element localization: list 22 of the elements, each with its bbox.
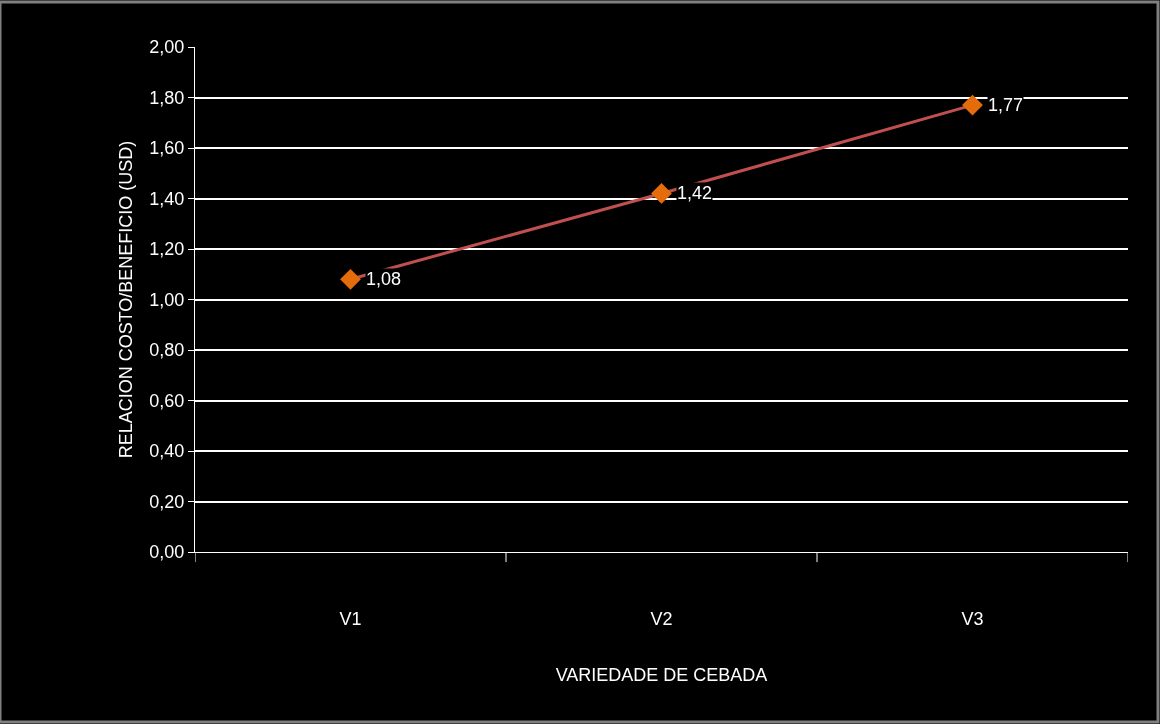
data-label: 1,77 <box>988 95 1024 115</box>
x-tick-label: V3 <box>961 608 984 629</box>
y-tick-label: 2,00 <box>149 37 185 58</box>
y-tick-label: 0,20 <box>149 491 185 512</box>
y-tick-label: 0,40 <box>149 441 185 462</box>
y-axis-title: RELACION COSTO/BENEFICIO (USD) <box>115 140 136 459</box>
y-tick-label: 1,40 <box>149 188 185 209</box>
x-tick-label: V2 <box>650 608 673 629</box>
y-tick-label: 1,60 <box>149 138 185 159</box>
y-tick-label: 1,80 <box>149 87 185 108</box>
y-tick-label: 1,00 <box>149 289 185 310</box>
data-label: 1,08 <box>366 269 402 289</box>
x-tick-label: V1 <box>339 608 362 629</box>
y-tick-label: 0,60 <box>149 390 185 411</box>
y-tick-label: 0,00 <box>149 542 185 563</box>
point <box>962 94 983 116</box>
point <box>340 268 361 290</box>
x-axis-title: VARIEDADE DE CEBADA <box>555 664 768 685</box>
y-tick-label: 1,20 <box>149 239 185 260</box>
data-label: 1,42 <box>677 183 713 203</box>
y-tick-label: 0,80 <box>149 340 185 361</box>
point <box>651 183 672 204</box>
